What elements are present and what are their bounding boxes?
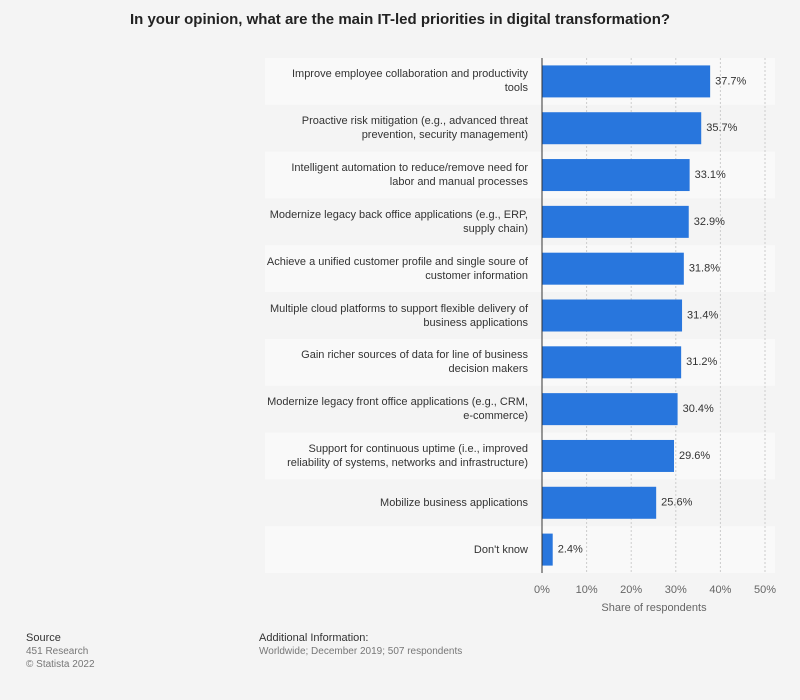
- y-tick-label: Modernize legacy back office application…: [269, 208, 528, 235]
- y-tick-label: Multiple cloud platforms to support flex…: [269, 302, 528, 329]
- value-label: 30.4%: [683, 403, 714, 415]
- value-label: 29.6%: [679, 450, 710, 462]
- source-title: Source: [26, 632, 61, 644]
- bar: [542, 439, 675, 472]
- bar: [542, 486, 657, 519]
- row-band: [265, 151, 775, 199]
- value-label: 33.1%: [695, 169, 726, 181]
- info: Worldwide; December 2019; 507 respondent…: [259, 646, 463, 657]
- y-tick-label: Don't know: [473, 543, 528, 556]
- row-band: [265, 338, 775, 386]
- bar: [542, 159, 690, 192]
- chart-title: In your opinion, what are the main IT-le…: [130, 11, 670, 28]
- row-band: [265, 245, 775, 293]
- row-band: [265, 526, 775, 573]
- value-label: 37.7%: [715, 75, 746, 87]
- value-label: 32.9%: [694, 216, 725, 228]
- value-label: 31.4%: [687, 309, 718, 321]
- bar: [542, 65, 711, 98]
- copyright: © Statista 2022: [26, 659, 95, 670]
- bar: [542, 533, 553, 566]
- x-tick-label: 40%: [709, 584, 731, 596]
- value-label: 35.7%: [706, 122, 737, 134]
- x-tick-label: 50%: [754, 584, 776, 596]
- info-title: Additional Information:: [259, 632, 369, 644]
- bar: [542, 299, 683, 332]
- bar: [542, 393, 678, 426]
- bar: [542, 346, 682, 379]
- x-tick-label: 30%: [665, 584, 687, 596]
- source: 451 Research: [26, 646, 89, 657]
- y-tick-label: Gain richer sources of data for line of …: [301, 349, 528, 376]
- bar: [542, 112, 702, 145]
- value-label: 25.6%: [661, 497, 692, 509]
- y-tick-label: Improve employee collaboration and produ…: [291, 68, 528, 95]
- x-tick-label: 10%: [576, 584, 598, 596]
- y-tick-label: Proactive risk mitigation (e.g., advance…: [301, 115, 528, 142]
- x-tick-label: 20%: [620, 584, 642, 596]
- y-tick-label: Intelligent automation to reduce/remove …: [291, 162, 528, 189]
- x-axis-label: Share of respondents: [601, 602, 707, 614]
- bar: [542, 252, 684, 285]
- value-label: 31.8%: [689, 263, 720, 275]
- y-tick-label: Achieve a unified customer profile and s…: [266, 255, 528, 282]
- value-label: 31.2%: [686, 356, 717, 368]
- y-tick-label: Support for continuous uptime (i.e., imp…: [287, 442, 528, 469]
- row-band: [265, 432, 775, 480]
- y-tick-label: Modernize legacy front office applicatio…: [267, 396, 528, 423]
- y-tick-label: Mobilize business applications: [380, 496, 528, 509]
- value-label: 2.4%: [558, 543, 583, 555]
- x-tick-label: 0%: [534, 584, 550, 596]
- bar: [542, 205, 689, 238]
